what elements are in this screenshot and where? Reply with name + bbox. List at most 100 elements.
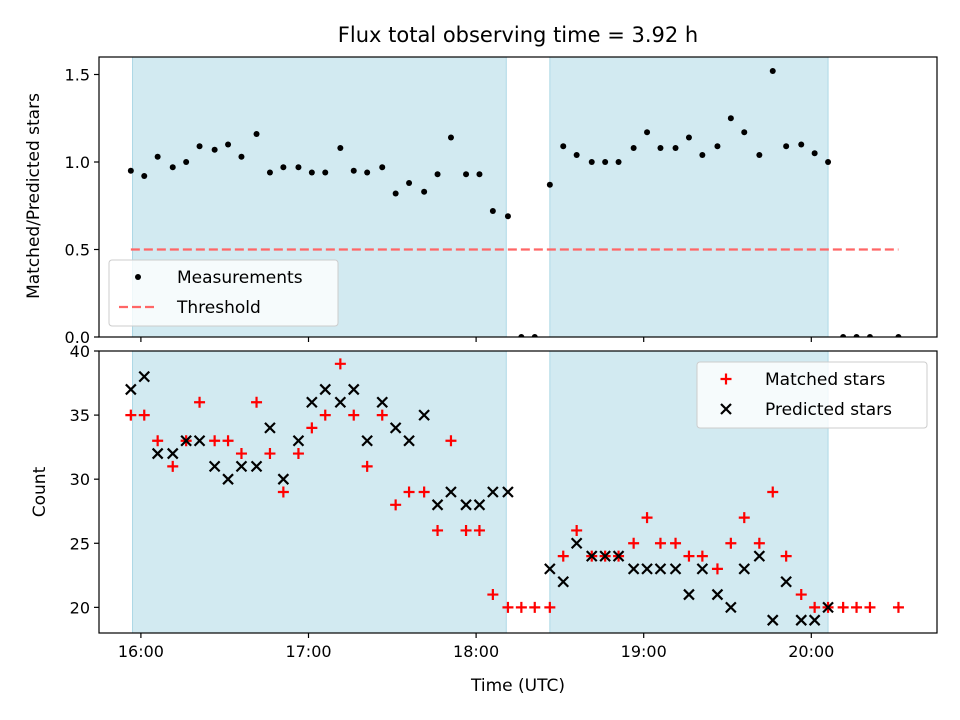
matched-star-point: [222, 435, 234, 447]
matched-star-point: [460, 524, 472, 536]
measurement-point: [225, 141, 232, 148]
predicted-star-point: [208, 460, 221, 473]
predicted-star-point: [334, 396, 347, 409]
x-tick-label: 20:00: [788, 642, 834, 661]
legend-box: [108, 259, 339, 327]
predicted-star-point: [292, 434, 305, 447]
measurement-point: [699, 152, 706, 158]
y-tick-label: 0.0: [65, 328, 90, 347]
measurement-point: [434, 171, 441, 178]
measurement-point: [727, 115, 734, 122]
observing-interval-band: [549, 56, 829, 338]
measurement-point: [657, 145, 664, 151]
measurement-point: [630, 145, 637, 151]
matched-star-point: [264, 448, 276, 460]
measurement-point: [211, 146, 218, 153]
predicted-star-point: [166, 447, 179, 460]
measurement-point: [825, 159, 832, 165]
measurement-point: [615, 159, 622, 165]
measurement-point: [588, 159, 595, 165]
legend: Matched stars Predicted stars: [696, 361, 928, 429]
measurement-point: [866, 334, 873, 337]
predicted-star-point: [822, 601, 834, 614]
legend: Measurements Threshold: [108, 259, 339, 327]
matched-star-point: [292, 448, 304, 460]
matched-star-point: [473, 524, 485, 536]
predicted-star-point: [473, 499, 486, 511]
predicted-star-point: [193, 434, 206, 447]
matched-star-point: [515, 601, 527, 613]
predicted-star-point: [766, 614, 779, 626]
predicted-star-point: [487, 486, 499, 498]
matched-star-point: [837, 601, 849, 613]
measurement-point: [685, 134, 692, 141]
y-tick-label: 35: [70, 406, 90, 425]
measurement-point: [811, 150, 818, 157]
predicted-star-point: [753, 550, 766, 562]
measurement-point: [518, 334, 525, 337]
predicted-star-point: [795, 614, 808, 626]
matched-star-point: [641, 512, 653, 524]
measurement-point: [573, 152, 580, 158]
measurement-point: [853, 334, 860, 337]
y-tick-label: 0.5: [65, 241, 90, 260]
matched-star-point: [795, 589, 807, 601]
measurement-point: [350, 167, 357, 174]
matched-star-point: [235, 448, 247, 460]
measurement-point: [504, 213, 511, 220]
matched-star-point: [390, 499, 402, 511]
measurement-point: [406, 180, 413, 186]
matched-star-point: [432, 524, 444, 536]
matched-star-point: [152, 435, 164, 447]
measurement-point: [308, 169, 315, 176]
predicted-star-point: [138, 370, 151, 383]
y-tick-label: 20: [70, 598, 90, 617]
matched-star-point: [167, 460, 179, 472]
measurement-point: [489, 208, 496, 214]
predicted-star-point: [502, 486, 514, 498]
count-panel: 20 25 30 35 40 16:00 17:00 18:00 19:00 20:00 Match…: [70, 342, 938, 661]
measurement-point: [364, 169, 371, 176]
measurement-point: [798, 141, 805, 148]
measurement-point: [783, 143, 790, 150]
y-tick-label: 25: [70, 534, 90, 553]
predicted-star-point: [389, 422, 402, 434]
measurement-point: [392, 190, 399, 197]
measurement-point: [322, 169, 329, 176]
predicted-star-point: [222, 473, 234, 485]
axes-frame: [98, 350, 938, 634]
matched-star-point: [529, 601, 541, 613]
predicted-star-point: [711, 588, 724, 601]
measurement-point: [421, 188, 428, 195]
legend-entry-label: Measurements: [177, 268, 303, 288]
matched-star-point: [738, 512, 750, 524]
predicted-star-point: [544, 563, 556, 575]
matched-star-point: [670, 537, 682, 549]
predicted-star-point: [627, 563, 640, 575]
measurement-point: [183, 159, 190, 165]
matched-star-point: [654, 537, 666, 549]
matched-star-point: [683, 550, 695, 562]
predicted-star-point: [306, 396, 318, 409]
plot-area: [125, 358, 904, 626]
measurement-point: [127, 167, 134, 174]
legend-swatch: [135, 274, 141, 280]
matched-star-point: [487, 589, 499, 601]
y-tick-label: 30: [70, 470, 90, 489]
measurement-point: [546, 181, 553, 188]
plot-area: [127, 68, 902, 337]
matched-star-point: [319, 409, 331, 421]
measurement-point: [253, 131, 260, 137]
predicted-star-point: [403, 434, 415, 447]
measurement-point: [602, 159, 609, 165]
predicted-star-point: [654, 563, 667, 575]
predicted-star-point: [696, 563, 709, 575]
measurement-point: [169, 164, 176, 171]
y-tick-label: 40: [70, 342, 90, 361]
predicted-star-point: [418, 409, 430, 421]
x-tick-label: 17:00: [285, 642, 331, 661]
predicted-star-point: [669, 563, 682, 575]
matched-star-point: [334, 358, 346, 370]
measurement-point: [280, 164, 287, 171]
